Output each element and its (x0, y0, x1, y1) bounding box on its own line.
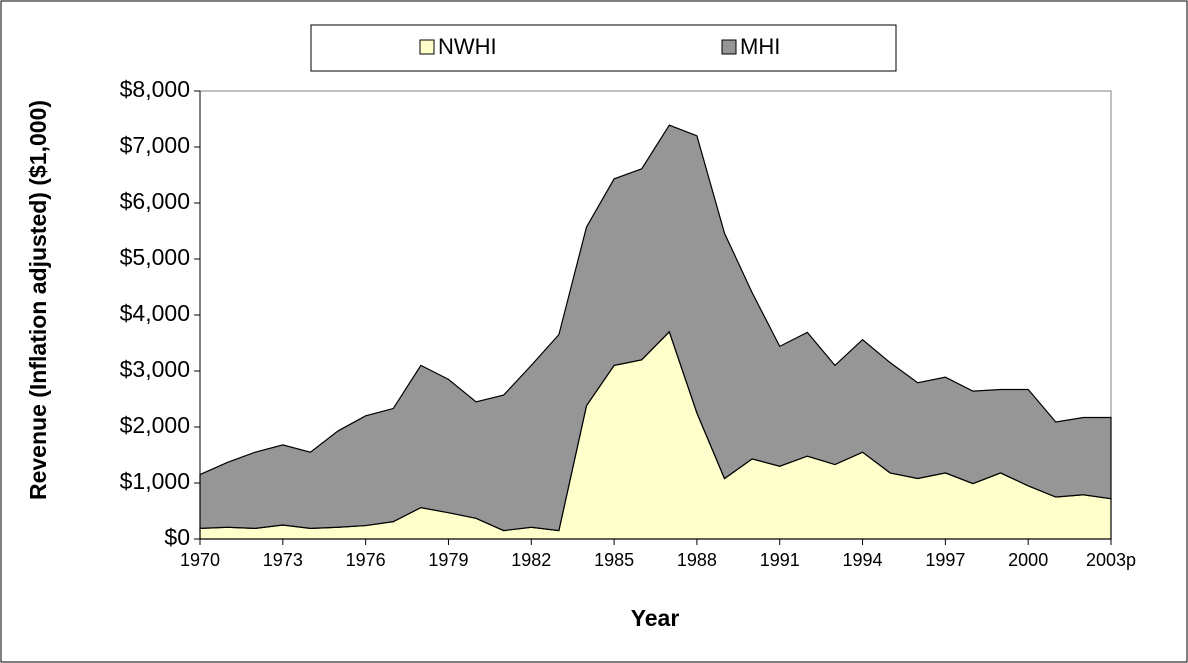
y-tick-label: $4,000 (120, 300, 190, 326)
x-tick-label: 1988 (677, 550, 717, 570)
y-tick-label: $8,000 (120, 76, 190, 102)
x-tick-label: 1994 (843, 550, 883, 570)
y-tick-label: $6,000 (120, 188, 190, 214)
x-tick-label: 1985 (594, 550, 634, 570)
x-tick-label: 1979 (428, 550, 468, 570)
x-tick-label: 1982 (511, 550, 551, 570)
y-tick-label: $0 (164, 524, 190, 550)
y-axis-title: Revenue (Inflation adjusted) ($1,000) (25, 100, 51, 500)
x-tick-label: 1970 (180, 550, 220, 570)
y-tick-label: $1,000 (120, 468, 190, 494)
y-tick-label: $5,000 (120, 244, 190, 270)
legend-box (310, 24, 897, 72)
x-tick-label: 1997 (925, 550, 965, 570)
x-tick-label: 2003p (1086, 550, 1136, 570)
y-tick-label: $2,000 (120, 412, 190, 438)
legend-label: MHI (740, 34, 780, 59)
x-tick-label: 1991 (760, 550, 800, 570)
x-tick-label: 2000 (1008, 550, 1048, 570)
x-tick-label: 1976 (346, 550, 386, 570)
x-axis-title: Year (631, 605, 680, 631)
y-tick-label: $7,000 (120, 132, 190, 158)
area (199, 124, 1112, 532)
y-tick-label: $3,000 (120, 356, 190, 382)
x-tick-label: 1973 (263, 550, 303, 570)
legend-swatch (419, 39, 435, 55)
legend-label: NWHI (438, 34, 497, 59)
legend-swatch (721, 39, 737, 55)
